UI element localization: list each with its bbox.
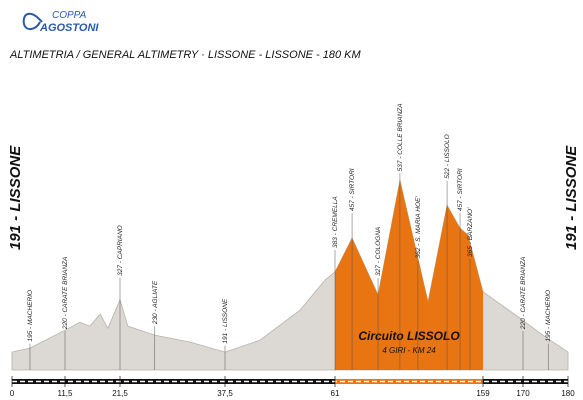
waypoint-label: 362 - S. MARIA HOE' [415,196,422,259]
waypoint-label: 195 - MACHERIO [545,290,552,342]
x-tick-label: 170 [516,389,530,398]
axis-bar [12,379,568,384]
start-label: 191 - LISSONE [7,145,24,250]
circuit-area [335,180,483,370]
waypoint-label: 327 - CAPRIANO [117,225,124,276]
waypoint-label: 220 - CARATE BRIANZA [520,257,527,330]
x-tick-label: 37,5 [217,389,233,398]
x-tick-label: 159 [476,389,490,398]
waypoint-label: 327 - COLOGNA [375,227,382,276]
waypoint-label: 537 - COLLE BRIANZA [397,103,404,171]
logo-top: COPPA [52,10,87,21]
chart-title: ALTIMETRIA / GENERAL ALTIMETRY · LISSONE… [9,49,361,61]
logo-mark [22,12,43,30]
profile-area [11,180,569,371]
circuit-title: Circuito LISSOLO [358,329,460,343]
waypoint-label: 457 - SIRTORI [457,168,464,211]
waypoint-label: 220 - CARATE BRIANZA [62,257,69,330]
waypoint-label: 191 - LISSONE [222,298,229,343]
circuit-subtitle: 4 GIRI - KM 24 [382,346,436,355]
x-tick-label: 61 [331,389,340,398]
waypoint-label: 522 - LISSOLO [444,134,451,178]
waypoint-label: 195 - MACHERIO [27,290,34,342]
logo-bottom: AGOSTONI [39,22,99,34]
x-tick-label: 11,5 [58,389,74,398]
waypoint-label: 383 - CREMELLA [332,196,339,248]
x-tick-label: 180 [561,389,575,398]
x-tick-label: 0 [10,389,15,398]
waypoint-label: 457 - SIRTORI [349,168,356,211]
end-label: 191 - LISSONE [563,145,580,250]
waypoint-label: 365 - BARZANO' [467,207,474,257]
x-tick-label: 21,5 [112,389,128,398]
waypoint-label: 230 - AGLIATE [152,280,159,325]
